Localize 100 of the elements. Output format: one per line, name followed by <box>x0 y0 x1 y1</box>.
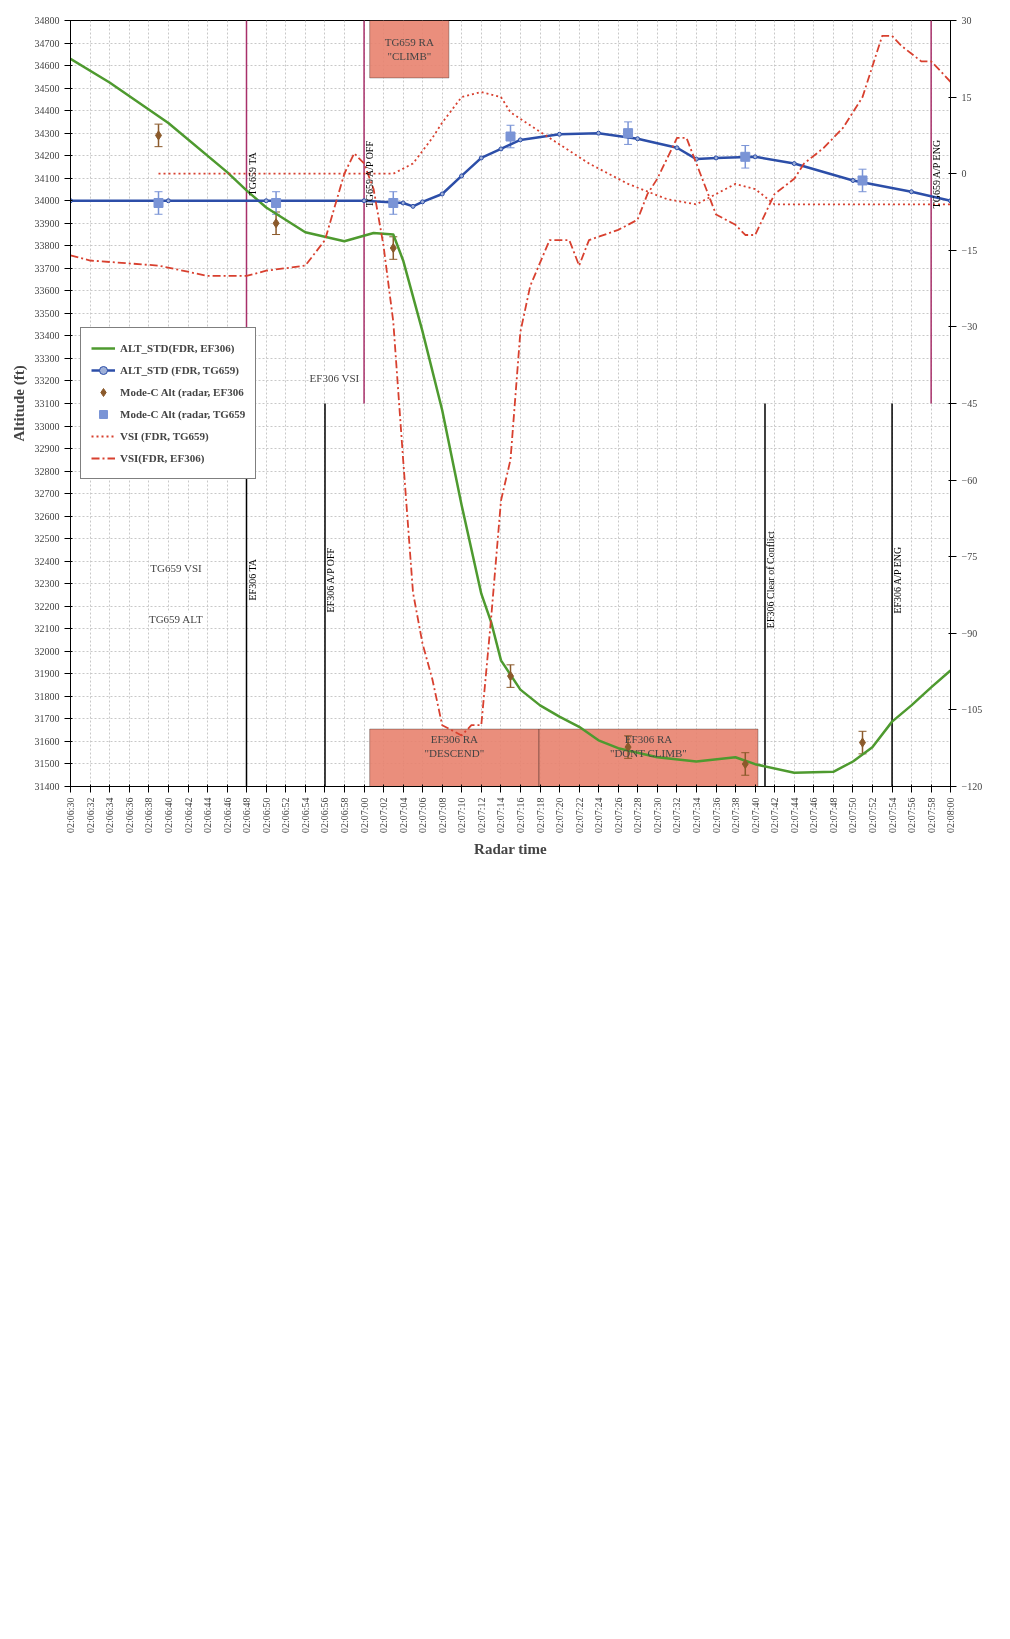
y2-tick-label: −75 <box>961 551 978 563</box>
y-tick-label: 31600 <box>34 735 60 747</box>
legend-label: Mode-C Alt (radar, EF306 <box>120 386 244 398</box>
point <box>908 189 914 195</box>
x-tick-label: 02:06:46 <box>221 797 233 834</box>
point <box>517 137 523 143</box>
point <box>623 128 634 139</box>
y-tick-label: 33900 <box>34 217 60 229</box>
ref-line-label: TG659 A/P OFF <box>364 140 376 208</box>
x-tick-label: 02:06:48 <box>241 797 252 834</box>
point <box>791 161 797 167</box>
y-tick-label: 34000 <box>34 195 60 207</box>
x-tick-label: 02:07:02 <box>377 797 389 834</box>
y2-tick-label: −30 <box>961 321 978 333</box>
y-tick-label: 32300 <box>34 578 60 590</box>
y-tick-label: 32200 <box>34 600 60 612</box>
legend-label: VSI(FDR, EF306) <box>120 452 205 464</box>
point <box>693 156 699 162</box>
x-tick-label: 02:06:38 <box>143 797 155 834</box>
legend-label: ALT_STD(FDR, EF306) <box>120 342 235 354</box>
point <box>459 173 465 179</box>
y-tick-label: 33300 <box>34 352 60 364</box>
y-tick-label: 31800 <box>34 690 60 702</box>
x-tick-label: 02:07:38 <box>729 797 741 834</box>
ref-line-label: EF306 A/P OFF <box>325 547 336 613</box>
x-tick-label: 02:07:40 <box>749 797 761 834</box>
y-tick-label: 32400 <box>34 555 60 567</box>
point <box>596 130 601 136</box>
ref-line-label: EF306 TA <box>246 558 258 601</box>
point <box>400 200 406 206</box>
point <box>850 177 856 183</box>
x-tick-label: 02:07:14 <box>495 797 507 834</box>
point <box>153 197 164 208</box>
y2-tick-label: −45 <box>961 398 978 409</box>
y2-tick-label: −15 <box>961 244 978 256</box>
x-tick-label: 02:07:44 <box>788 797 800 834</box>
point <box>420 199 425 205</box>
y2-tick-label: −90 <box>961 627 978 639</box>
y-tick-label: 34200 <box>34 150 60 162</box>
x-tick-label: 02:07:52 <box>866 797 878 834</box>
x-tick-label: 02:07:36 <box>710 797 722 834</box>
point <box>674 145 680 151</box>
point <box>439 191 445 197</box>
x-tick-label: 02:07:08 <box>436 797 448 834</box>
x-tick-label: 02:06:30 <box>65 797 76 834</box>
x-tick-label: 02:06:52 <box>280 797 292 834</box>
point <box>272 218 280 229</box>
x-tick-label: 02:06:42 <box>182 797 194 834</box>
y-tick-label: 34300 <box>34 127 60 139</box>
y-tick-label: 33500 <box>34 307 60 319</box>
x-tick-label: 02:07:48 <box>827 797 839 834</box>
x-tick-label: 02:07:20 <box>553 797 565 834</box>
y-tick-label: 31400 <box>34 781 60 792</box>
x-tick-label: 02:07:12 <box>475 797 487 834</box>
y-axis-title: Altitude (ft) <box>10 365 28 442</box>
y-tick-label: 34700 <box>34 37 60 49</box>
point <box>556 131 562 137</box>
x-tick-label: 02:06:56 <box>319 797 331 834</box>
point <box>478 155 484 161</box>
point <box>498 146 504 152</box>
x-tick-label: 02:07:56 <box>905 797 917 834</box>
x-tick-label: 02:07:28 <box>632 797 644 834</box>
x-tick-label: 02:07:16 <box>514 797 526 834</box>
legend-label: ALT_STD (FDR, TG659) <box>120 364 239 376</box>
y-tick-label: 34400 <box>34 105 60 117</box>
x-tick-label: 02:07:24 <box>593 797 604 834</box>
y2-tick-label: −120 <box>961 781 983 792</box>
point <box>263 198 269 204</box>
ref-line-label: TG659 TA <box>246 151 258 196</box>
x-tick-label: 02:07:32 <box>671 797 683 834</box>
y-tick-label: 34500 <box>34 82 60 94</box>
x-tick-label: 02:07:34 <box>690 797 702 834</box>
x-tick-label: 02:07:54 <box>886 797 898 834</box>
y2-tick-label: 15 <box>961 91 972 103</box>
ref-line-label: EF306 A/P ENG <box>892 546 904 614</box>
point <box>752 154 758 160</box>
ref-line-label: EF306 Clear of Conflict <box>765 530 776 629</box>
x-tick-label: 02:06:58 <box>338 797 350 834</box>
annotation: TG659 VSI <box>150 561 203 574</box>
x-tick-label: 02:06:50 <box>260 797 272 834</box>
y-tick-label: 33000 <box>34 420 60 432</box>
point <box>857 175 868 186</box>
x-tick-label: 02:07:18 <box>534 797 546 834</box>
y-tick-label: 31700 <box>34 713 60 725</box>
y-tick-label: 34800 <box>34 15 60 26</box>
x-tick-label: 02:06:54 <box>299 797 311 834</box>
x-tick-label: 02:07:26 <box>612 797 624 834</box>
x-tick-label: 02:07:00 <box>358 797 370 834</box>
x-tick-label: 02:08:00 <box>945 797 956 834</box>
x-axis-title: Radar time <box>474 841 548 858</box>
y-tick-label: 33700 <box>34 262 60 274</box>
point <box>165 198 171 204</box>
x-tick-label: 02:06:36 <box>123 797 135 834</box>
y-tick-label: 31500 <box>34 758 60 770</box>
y-tick-label: 31900 <box>34 668 60 680</box>
y-tick-label: 33600 <box>34 285 60 297</box>
legend-label: VSI (FDR, TG659) <box>120 430 209 442</box>
point <box>389 243 397 254</box>
ref-line-label: TG659 A/P ENG <box>931 139 943 209</box>
y-tick-label: 33100 <box>34 398 60 409</box>
